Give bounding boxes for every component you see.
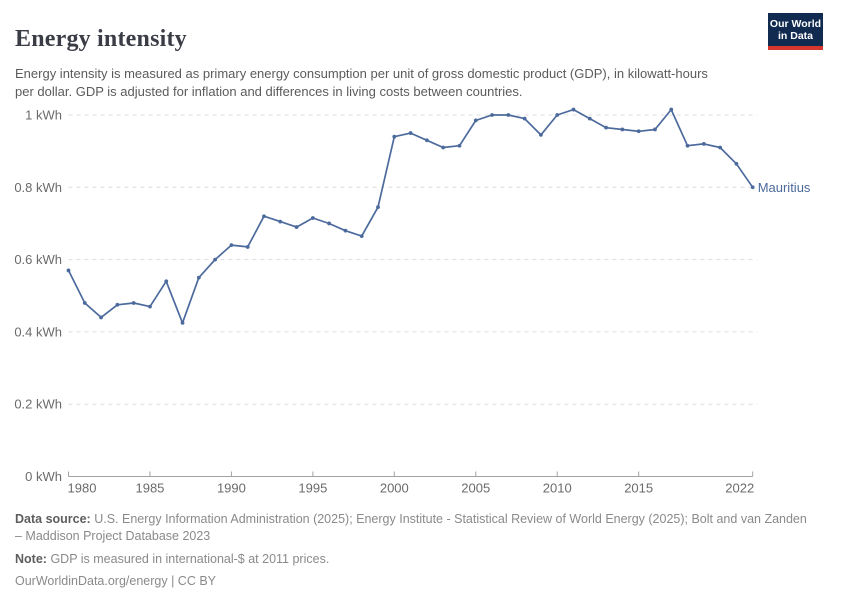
chart-point[interactable] [131,301,136,305]
line-chart-canvas[interactable]: 0 kWh 0.2 kWh 0.4 kWh 0.6 kWh 0.8 kWh 1 kWh 19… [0,95,850,505]
chart-point[interactable] [424,138,429,143]
owid-logo[interactable]: Our World in Data [768,13,823,50]
chart-point[interactable] [718,145,723,150]
chart-point[interactable] [734,161,739,166]
chart-point[interactable] [99,315,103,320]
chart-point[interactable] [164,279,169,284]
chart-point[interactable] [213,257,218,262]
chart-footer: Data source: U.S. Energy Information Adm… [15,511,815,595]
chart-point[interactable] [473,118,478,123]
chart-point[interactable] [653,127,657,132]
series-label-mauritius[interactable]: Mauritius [758,180,811,195]
chart-point[interactable] [701,142,706,146]
x-axis-tick-label: 2005 [461,481,490,496]
chart-point[interactable] [327,221,332,226]
y-axis-tick-label: 0.8 kWh [14,180,62,195]
chart-point[interactable] [571,107,576,112]
x-axis-tick-label: 1985 [135,481,164,496]
x-axis-tick-label: 2022 [725,481,754,496]
y-axis-tick-label: 0.6 kWh [14,252,62,267]
chart-point[interactable] [376,205,380,210]
y-axis-tick-label: 0.4 kWh [14,324,62,339]
chart-point[interactable] [539,132,543,137]
x-axis-tick-label: 2015 [624,481,653,496]
chart-point[interactable] [408,131,413,135]
chart-point[interactable] [490,113,494,117]
chart-point[interactable] [82,301,87,305]
chart-point[interactable] [196,275,201,280]
page-title: Energy intensity [15,26,187,53]
chart-subtitle: Energy intensity is measured as primary … [15,66,708,100]
data-source-label: Data source: [15,512,91,526]
chart-point[interactable] [245,245,250,249]
chart-point[interactable] [229,243,234,248]
data-source-text: U.S. Energy Information Administration (… [15,512,807,544]
chart-point[interactable] [278,219,283,224]
y-axis-tick-label: 1 kWh [25,108,62,123]
chart-point[interactable] [441,145,446,150]
chart-point[interactable] [555,113,560,117]
chart-point[interactable] [310,216,315,220]
chart-point[interactable] [457,143,462,148]
chart-point[interactable] [620,127,625,132]
chart-point[interactable] [66,268,71,273]
chart-point[interactable] [685,143,690,148]
data-source-line: Data source: U.S. Energy Information Adm… [15,511,815,546]
owid-logo-line1: Our World [769,17,822,30]
chart-point[interactable] [522,116,527,121]
chart-point[interactable] [750,185,755,190]
chart-point[interactable] [359,234,364,239]
note-label: Note: [15,551,47,566]
chart-line-mauritius[interactable] [67,108,754,324]
chart-point[interactable] [148,304,152,309]
x-axis-tick-label: 2010 [543,481,572,496]
x-axis-tick-label: 1995 [298,481,327,496]
x-axis-tick-label: 1990 [217,481,246,496]
chart-point[interactable] [262,214,266,219]
chart-point[interactable] [604,125,608,130]
chart-point[interactable] [506,113,511,117]
chart-point[interactable] [669,107,674,112]
x-axis-tick-label: 2000 [380,481,409,496]
chart-point[interactable] [392,134,397,139]
chart-point[interactable] [294,225,299,229]
chart-point[interactable] [587,116,592,121]
chart-point[interactable] [636,129,641,134]
chart-point[interactable] [343,228,348,233]
y-axis-tick-label: 0 kWh [25,469,62,484]
owid-logo-line2: in Data [777,29,813,42]
note-line: Note: GDP is measured in international-$… [15,551,815,568]
x-axis-tick-label: 1980 [68,481,97,496]
chart-point[interactable] [180,320,185,325]
note-text: GDP is measured in international-$ at 20… [50,551,330,566]
y-axis-tick-label: 0.2 kWh [14,397,62,412]
chart-point[interactable] [115,302,120,307]
license-link[interactable]: OurWorldinData.org/energy | CC BY [15,573,217,588]
